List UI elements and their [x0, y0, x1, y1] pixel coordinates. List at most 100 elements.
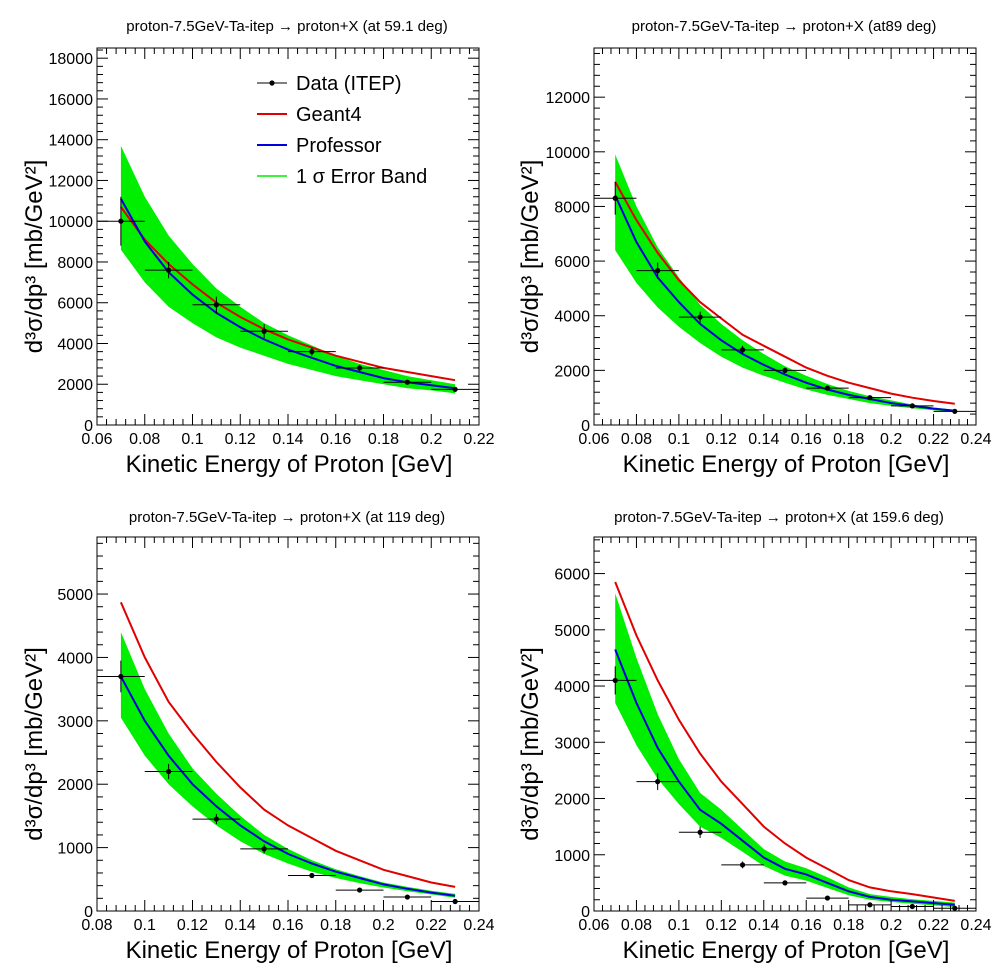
data-marker: [213, 302, 219, 308]
professor-line: [614, 195, 955, 412]
data-marker: [739, 862, 746, 868]
data-point: [636, 262, 679, 279]
data-point: [721, 861, 764, 869]
data-marker: [824, 895, 831, 901]
x-tick-label: 0.08: [81, 917, 112, 934]
x-tick-label: 0.2: [420, 431, 442, 448]
data-point: [806, 385, 849, 391]
data-point: [144, 261, 193, 279]
data-marker: [612, 195, 618, 201]
y-tick-label: 1000: [554, 848, 590, 865]
chart-panel-2: 0.06 0.08 0.1 0.12 0.14 0.16 0.18 0.2 0.22 0.24 0 2…: [517, 18, 992, 478]
panel-title: proton-7.5GeV-Ta-itep → proton+X (at89 d…: [632, 18, 937, 35]
data-marker: [697, 829, 703, 835]
data-point: [933, 408, 976, 414]
data-point: [891, 403, 934, 409]
data-marker: [261, 846, 267, 852]
x-axis-label: Kinetic Energy of Proton [GeV]: [623, 451, 950, 478]
x-axis-label: Kinetic Energy of Proton [GeV]: [126, 451, 453, 478]
data-point: [848, 902, 892, 908]
x-tick-label: 0.14: [748, 431, 779, 448]
data-point: [594, 181, 637, 215]
x-tick-label: 0.14: [272, 431, 303, 448]
y-tick-label: 2000: [554, 792, 590, 809]
data-point: [335, 364, 384, 371]
x-tick-label: 0.18: [320, 917, 351, 934]
data-marker: [952, 905, 958, 911]
data-point: [933, 905, 976, 911]
x-tick-label: 0.16: [272, 917, 303, 934]
y-tick-label: 12000: [546, 90, 591, 107]
x-tick-label: 0.2: [372, 917, 394, 934]
data-marker: [309, 872, 315, 879]
data-point: [594, 666, 637, 695]
legend: Data (ITEP) Geant4 Professor 1 σ Error Band: [257, 73, 427, 188]
y-tick-label: 4000: [554, 679, 590, 696]
y-tick-label: 4000: [554, 309, 590, 326]
x-tick-label: 0.06: [81, 431, 112, 448]
data-point: [721, 345, 764, 354]
data-marker: [261, 328, 267, 334]
panel-title: proton-7.5GeV-Ta-itep → proton+X (at 119…: [129, 509, 445, 526]
data-marker: [166, 768, 172, 775]
data-point: [383, 894, 432, 900]
x-tick-label: 0.14: [225, 917, 256, 934]
panel-title: proton-7.5GeV-Ta-itep → proton+X (at 59.…: [126, 18, 447, 35]
data-marker: [357, 365, 363, 371]
x-tick-label: 0.1: [181, 431, 203, 448]
data-point: [891, 903, 934, 910]
data-point: [431, 386, 479, 392]
x-tick-label: 0.06: [578, 917, 609, 934]
data-marker: [952, 408, 958, 414]
geant4-line: [119, 601, 456, 888]
y-tick-label: 3000: [57, 714, 93, 731]
data-point: [288, 872, 336, 879]
data-point: [97, 660, 145, 693]
x-tick-label: 0.2: [880, 917, 902, 934]
x-tick-label: 0.12: [706, 431, 737, 448]
data-marker: [909, 903, 915, 910]
plot-frame: [593, 47, 977, 426]
legend-entry-geant4: Geant4: [257, 104, 362, 126]
y-tick-label: 3000: [554, 735, 590, 752]
data-marker: [118, 218, 124, 224]
x-tick-label: 0.06: [578, 431, 609, 448]
data-marker: [213, 816, 219, 822]
data-point: [431, 898, 479, 905]
data-marker: [824, 385, 831, 391]
x-tick-label: 0.2: [880, 431, 902, 448]
y-axis-label: d³σ/dp³ [mb/GeV²]: [21, 160, 48, 354]
y-tick-label: 16000: [49, 92, 94, 109]
chart-panel-3: 0.08 0.1 0.12 0.14 0.16 0.18 0.2 0.22 0.24 0 1000 2…: [21, 509, 495, 964]
x-tick-label: 0.22: [463, 431, 494, 448]
data-marker: [782, 367, 788, 373]
y-tick-label: 6000: [57, 296, 93, 313]
x-tick-label: 0.14: [748, 917, 779, 934]
legend-entry-professor: Professor: [257, 135, 382, 157]
legend-data-marker: [269, 80, 275, 86]
chart-panel-1: 0.06 0.08 0.1 0.12 0.14 0.16 0.18 0.2 0.22 0 2000 4…: [21, 18, 495, 478]
x-tick-label: 0.18: [833, 917, 864, 934]
y-tick-label: 2000: [57, 377, 93, 394]
y-tick-label: 2000: [554, 363, 590, 380]
x-tick-label: 0.18: [368, 431, 399, 448]
x-tick-label: 0.1: [668, 917, 690, 934]
data-point: [636, 773, 679, 791]
series-group: [97, 601, 479, 905]
data-marker: [166, 267, 172, 273]
data-point: [240, 844, 288, 854]
data-point: [144, 763, 193, 780]
x-tick-label: 0.22: [918, 431, 949, 448]
x-tick-label: 0.08: [129, 431, 160, 448]
x-tick-label: 0.16: [791, 431, 822, 448]
x-tick-label: 0.16: [791, 917, 822, 934]
y-tick-label: 4000: [57, 650, 93, 667]
series-group: [594, 154, 976, 414]
y-axis-label: d³σ/dp³ [mb/GeV²]: [517, 647, 544, 841]
error-band: [120, 632, 456, 898]
data-marker: [612, 677, 618, 684]
legend-label-band: 1 σ Error Band: [296, 166, 427, 188]
x-tick-label: 0.1: [134, 917, 156, 934]
legend-label-data: Data (ITEP): [296, 73, 402, 95]
y-axis-label: d³σ/dp³ [mb/GeV²]: [517, 160, 544, 354]
